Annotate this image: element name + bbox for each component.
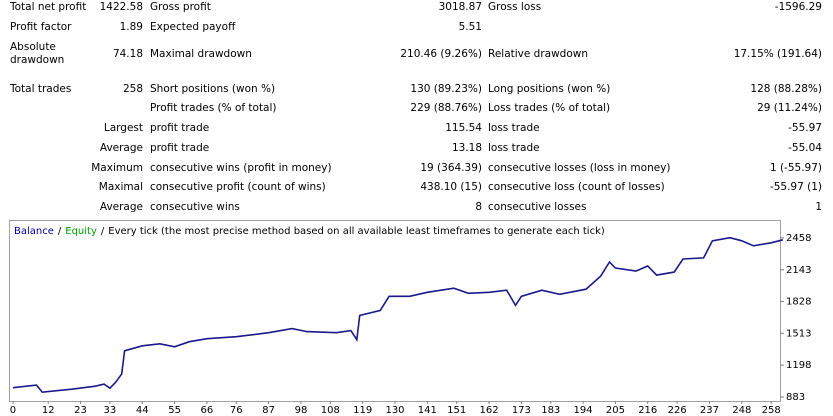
x-tick-label: 162 [479, 405, 498, 416]
stat-label: Absolute drawdown [10, 41, 65, 66]
y-tick-label: 1513 [786, 328, 811, 339]
stat-value: 130 (89.23%) [410, 82, 482, 95]
stat-label: Profit trades (% of total) [150, 101, 277, 114]
x-tick-label: 216 [638, 405, 657, 416]
stat-value: 229 (88.76%) [410, 101, 482, 114]
x-tick-label: 23 [74, 405, 87, 416]
x-tick-label: 55 [168, 405, 181, 416]
stat-value: Maximum [91, 161, 143, 174]
stat-value: 8 [475, 200, 482, 213]
x-tick-label: 108 [321, 405, 340, 416]
x-tick-label: 183 [541, 405, 560, 416]
stat-label: consecutive losses [488, 200, 587, 213]
stat-value: -55.04 [788, 141, 822, 154]
stat-value: -55.97 [788, 121, 822, 134]
stat-value: 1.89 [119, 20, 143, 33]
stat-label: Long positions (won %) [488, 82, 611, 95]
stat-value: 29 (11.24%) [757, 101, 822, 114]
stat-value: 3018.87 [438, 0, 482, 13]
x-tick-label: 44 [136, 405, 149, 416]
y-tick-label: 2458 [786, 233, 811, 244]
stat-label: Gross profit [150, 0, 211, 13]
x-tick-label: 119 [353, 405, 372, 416]
legend-item: Balance [14, 226, 54, 237]
stat-value: 115.54 [445, 121, 482, 134]
stat-value: 438.10 (15) [420, 180, 482, 193]
x-tick-label: 151 [447, 405, 466, 416]
stat-label: Total net profit [10, 0, 87, 13]
x-tick-label: 0 [10, 405, 16, 416]
x-tick-label: 130 [385, 405, 404, 416]
stat-label: consecutive losses (loss in money) [488, 161, 671, 174]
stat-value: 1 (-55.97) [769, 161, 822, 174]
x-tick-label: 258 [762, 405, 781, 416]
stat-value: 258 [122, 82, 143, 95]
x-tick-label: 248 [732, 405, 751, 416]
x-tick-label: 226 [668, 405, 687, 416]
x-tick-label: 98 [295, 405, 308, 416]
stat-value: 128 (88.28%) [750, 82, 822, 95]
x-tick-label: 173 [512, 405, 531, 416]
stat-label: profit trade [150, 121, 210, 134]
x-tick-label: 66 [201, 405, 214, 416]
balance-line [12, 236, 784, 394]
stat-value: 5.51 [458, 20, 482, 33]
x-tick-label: 33 [104, 405, 117, 416]
legend: Balance / Equity / Every tick (the most prec… [14, 226, 605, 237]
stat-value: Average [99, 141, 143, 154]
legend-separator: / [101, 226, 105, 237]
stat-label: consecutive wins [150, 200, 240, 213]
x-tick-label: 237 [700, 405, 719, 416]
legend-item: Equity [65, 226, 97, 237]
stat-label: loss trade [488, 121, 540, 134]
stat-label: Short positions (won %) [150, 82, 276, 95]
stat-value: 13.18 [451, 141, 482, 154]
x-tick-label: 141 [418, 405, 437, 416]
stat-label: Relative drawdown [488, 47, 589, 60]
x-tick-label: 194 [574, 405, 593, 416]
stat-value: 210.46 (9.26%) [400, 47, 482, 60]
stat-label: Total trades [10, 82, 72, 95]
stat-label: profit trade [150, 141, 210, 154]
stat-label: Expected payoff [150, 20, 236, 33]
stat-value: -1596.29 [774, 0, 822, 13]
stat-value: -55.97 (1) [769, 180, 822, 193]
stat-value: 17.15% (191.64) [733, 47, 822, 60]
stat-value: Average [99, 200, 143, 213]
stat-label: Profit factor [10, 20, 72, 33]
stat-value: 19 (364.39) [420, 161, 482, 174]
y-tick-label: 883 [786, 392, 805, 403]
stat-label: consecutive loss (count of losses) [488, 180, 665, 193]
legend-separator: / [58, 226, 62, 237]
x-tick-label: 12 [42, 405, 55, 416]
stat-value: 74.18 [112, 47, 143, 60]
plot-frame [9, 220, 781, 402]
stat-label: consecutive profit (count of wins) [150, 180, 326, 193]
stat-label: Loss trades (% of total) [488, 101, 611, 114]
x-tick-label: 87 [262, 405, 275, 416]
stat-label: consecutive wins (profit in money) [150, 161, 332, 174]
y-tick-label: 1828 [786, 297, 811, 308]
y-tick-label: 2143 [786, 265, 811, 276]
stat-label: Gross loss [488, 0, 542, 13]
stat-label: Maximal drawdown [150, 47, 252, 60]
x-tick-label: 76 [230, 405, 243, 416]
y-tick-label: 1198 [786, 360, 811, 371]
x-tick-label: 205 [606, 405, 625, 416]
stat-label: loss trade [488, 141, 540, 154]
stat-value: 1 [815, 200, 822, 213]
stat-value: 1422.58 [99, 0, 143, 13]
stat-value: Largest [103, 121, 143, 134]
stat-value: Maximal [98, 180, 143, 193]
legend-note: Every tick (the most precise method base… [108, 226, 605, 237]
